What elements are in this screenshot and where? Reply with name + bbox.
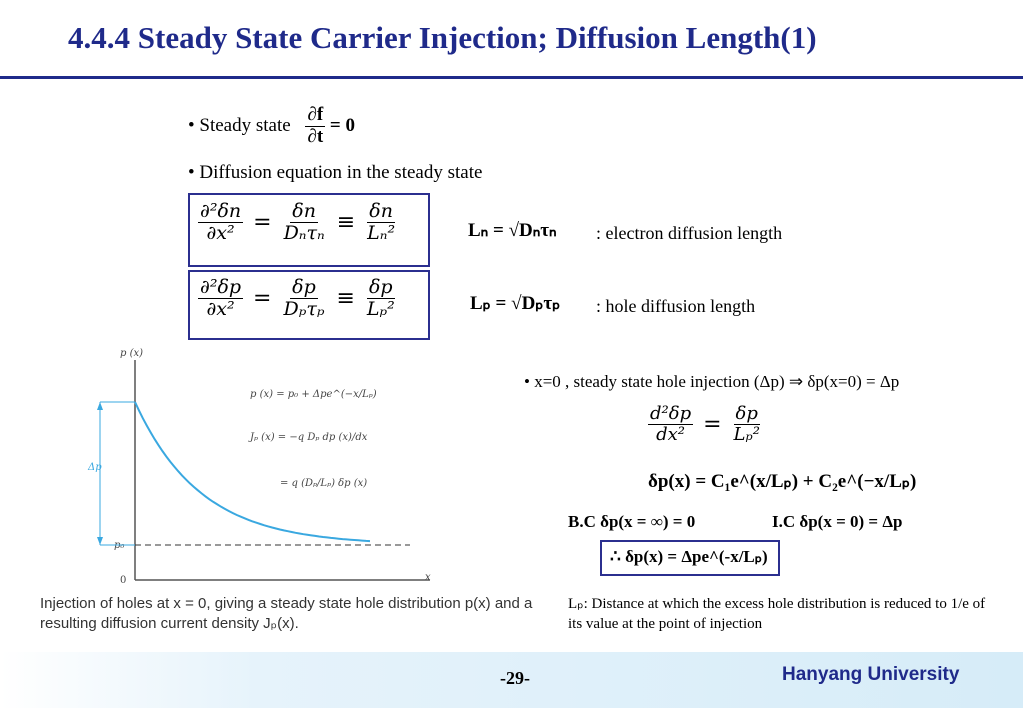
n-lhs-den: ∂x² <box>206 221 235 244</box>
n-mid-den: Dₙτₙ <box>283 221 325 244</box>
ode-den: dx² <box>656 423 685 445</box>
electron-equation-box: ∂²δn ∂x² = δn Dₙτₙ ≡ δn Lₙ² <box>188 193 430 267</box>
x-zero-bullet: • x=0 , steady state hole injection (Δp)… <box>524 372 900 391</box>
hole-equation-box: ∂²δp ∂x² = δp Dₚτₚ ≡ δp Lₚ² <box>188 270 430 340</box>
page-number: -29- <box>500 668 530 688</box>
ode-rnum: δp <box>733 403 760 425</box>
fig-eq-jp2: = q (Dₚ/Lₚ) δp (x) <box>280 478 367 489</box>
hole-distribution-figure: p (x) x 0 p₀ Δp p (x) = p₀ + Δpe^(−x/Lₚ)… <box>87 348 431 586</box>
ln-description: : electron diffusion length <box>596 223 783 243</box>
dp-label: Δp <box>87 462 102 473</box>
figure-caption: Injection of holes at x = 0, giving a st… <box>40 595 533 633</box>
title-divider <box>0 76 1023 79</box>
lp-note: Lₚ: Distance at which the excess hole di… <box>568 594 988 635</box>
page-title: 4.4.4 Steady State Carrier Injection; Di… <box>68 20 817 55</box>
p-rhs-num: δp <box>366 276 395 299</box>
lp-note-label: Lₚ <box>568 596 584 612</box>
n-lhs-num: ∂²δn <box>198 200 244 223</box>
university-name: Hanyang University <box>782 664 960 685</box>
p-mid-den: Dₚτₚ <box>283 297 325 320</box>
partial-fraction: ∂f ∂t <box>305 104 326 148</box>
p-rhs-den: Lₚ² <box>366 297 395 320</box>
fig-eq-p: p (x) = p₀ + Δpe^(−x/Lₚ) <box>250 389 377 400</box>
diffusion-eq-bullet: • Diffusion equation in the steady state <box>188 162 483 183</box>
partial-t: ∂t <box>307 125 324 147</box>
initial-condition: I.C δp(x = 0) = Δp <box>772 512 903 531</box>
p-lhs-num: ∂²δp <box>198 276 244 299</box>
n-mid-num: δn <box>290 200 318 223</box>
lp-definition: Lₚ = √Dₚτₚ <box>470 293 561 314</box>
ode-rden: Lₚ² <box>733 423 760 445</box>
result-equation: ∴ δp(x) = Δpe^(-x/Lₚ) <box>610 547 768 566</box>
fig-eq-jp: Jₚ (x) = −q Dₚ dp (x)/dx <box>248 432 368 443</box>
boundary-condition: B.C δp(x = ∞) = 0 <box>568 512 696 531</box>
ode-equation: d²δp dx² = δp Lₚ² <box>648 404 762 445</box>
x-axis-label: x <box>425 572 431 583</box>
result-box: ∴ δp(x) = Δpe^(-x/Lₚ) <box>600 540 780 576</box>
y-axis-label: p (x) <box>120 348 143 359</box>
steady-rhs: = 0 <box>329 114 355 136</box>
steady-state-bullet: • Steady state ∂f ∂t = 0 <box>188 104 355 148</box>
p-mid-num: δp <box>290 276 318 299</box>
lp-description: : hole diffusion length <box>596 296 756 316</box>
steady-state-label: • Steady state <box>188 114 291 136</box>
p-lhs-den: ∂x² <box>206 297 235 320</box>
lp-note-text: : Distance at which the excess hole dist… <box>568 596 986 633</box>
ln-definition: Lₙ = √Dₙτₙ <box>468 220 557 241</box>
decay-curve <box>134 401 371 543</box>
ode-num: d²δp <box>648 403 694 425</box>
n-rhs-den: Lₙ² <box>367 221 396 244</box>
footer-band <box>0 652 1023 708</box>
origin-label: 0 <box>120 575 126 586</box>
n-rhs-num: δn <box>367 200 395 223</box>
partial-f: ∂f <box>305 104 326 127</box>
dp-arrow-up-icon <box>97 402 103 410</box>
general-solution: δp(x) = C₁e^(x/Lₚ) + C₂e^(−x/Lₚ) <box>648 471 917 492</box>
ode-eq: = <box>703 411 722 437</box>
dp-arrow-down-icon <box>97 537 103 545</box>
